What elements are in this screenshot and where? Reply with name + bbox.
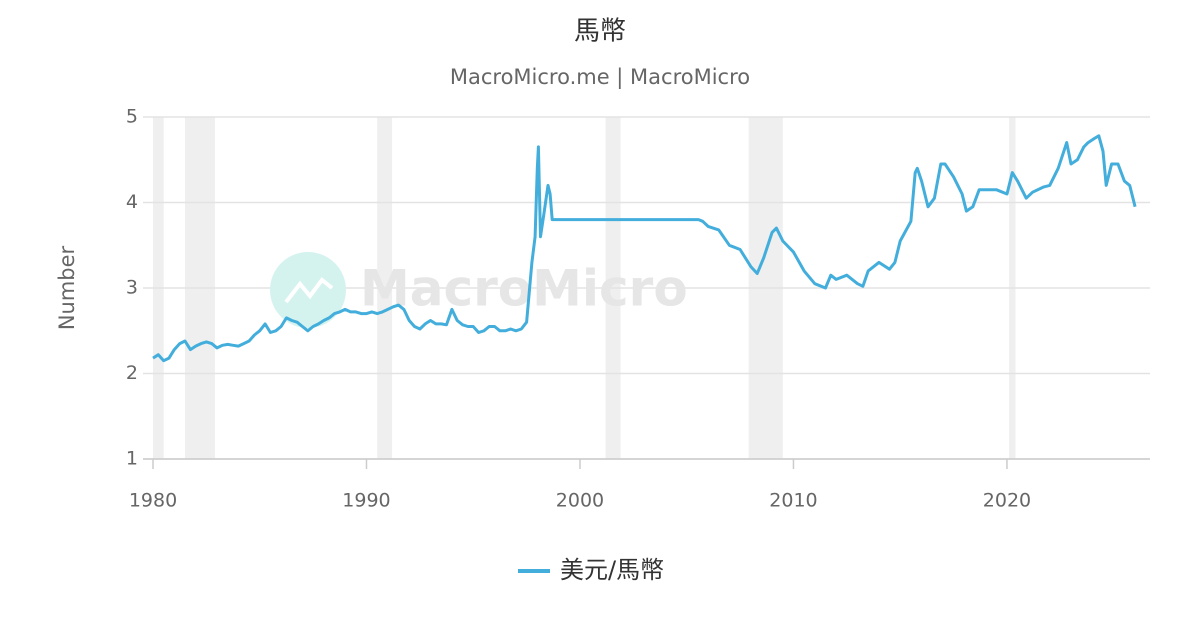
watermark-logo-mark [284,277,334,304]
data-line [152,134,1137,363]
y-tick-label: 2 [126,362,138,384]
x-tick-label: 2000 [556,490,604,512]
y-axis-label: Number [55,245,79,330]
legend-label: 美元/馬幣 [560,556,664,584]
y-tick-label: 3 [126,277,138,299]
watermark: MacroMicro [360,260,688,318]
x-tick-label: 1980 [129,490,177,512]
watermark-logo [270,252,346,328]
y-tick-label: 4 [126,191,138,213]
chart-title: 馬幣 [574,17,626,47]
y-tick-label: 5 [126,106,138,128]
x-tick-label: 1990 [342,490,390,512]
y-tick-label: 1 [126,448,138,470]
x-tick-label: 2020 [983,490,1031,512]
chart-subtitle: MacroMicro.me | MacroMicro [450,65,750,90]
x-tick-label: 2010 [769,490,817,512]
